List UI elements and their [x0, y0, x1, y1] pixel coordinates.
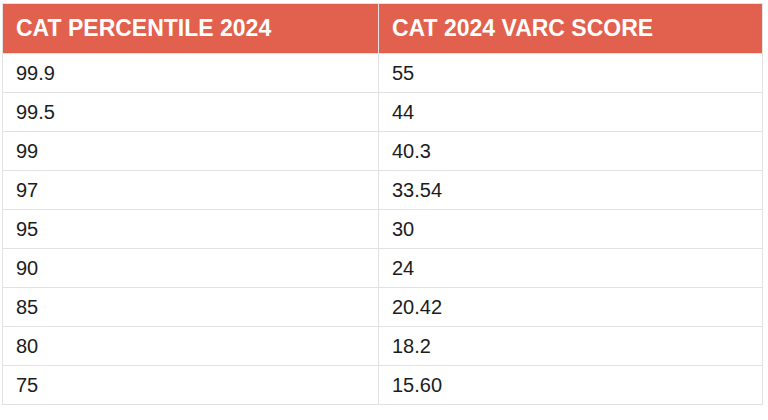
- table-cell: 40.3: [379, 132, 763, 171]
- table-row: 8018.2: [3, 327, 763, 366]
- table-cell: 99.9: [3, 54, 379, 93]
- table-cell: 44: [379, 93, 763, 132]
- table-row: 9024: [3, 249, 763, 288]
- header-varc-score: CAT 2024 VARC SCORE: [379, 4, 763, 54]
- table-cell: 15.60: [379, 366, 763, 405]
- table-cell: 99: [3, 132, 379, 171]
- table-cell: 97: [3, 171, 379, 210]
- table-row: 9940.3: [3, 132, 763, 171]
- table-row: 8520.42: [3, 288, 763, 327]
- table-cell: 20.42: [379, 288, 763, 327]
- cat-varc-score-table: CAT PERCENTILE 2024 CAT 2024 VARC SCORE …: [2, 3, 763, 405]
- table-cell: 30: [379, 210, 763, 249]
- table-header: CAT PERCENTILE 2024 CAT 2024 VARC SCORE: [3, 4, 763, 54]
- table-cell: 55: [379, 54, 763, 93]
- table-row: 99.955: [3, 54, 763, 93]
- table-row: 9530: [3, 210, 763, 249]
- table-row: 7515.60: [3, 366, 763, 405]
- score-table-container: CAT PERCENTILE 2024 CAT 2024 VARC SCORE …: [2, 3, 762, 405]
- table-cell: 85: [3, 288, 379, 327]
- table-row: 99.544: [3, 93, 763, 132]
- table-row: 9733.54: [3, 171, 763, 210]
- table-cell: 24: [379, 249, 763, 288]
- table-body: 99.95599.5449940.39733.54953090248520.42…: [3, 54, 763, 405]
- table-cell: 18.2: [379, 327, 763, 366]
- table-cell: 99.5: [3, 93, 379, 132]
- table-header-row: CAT PERCENTILE 2024 CAT 2024 VARC SCORE: [3, 4, 763, 54]
- header-cat-percentile: CAT PERCENTILE 2024: [3, 4, 379, 54]
- table-cell: 75: [3, 366, 379, 405]
- table-cell: 90: [3, 249, 379, 288]
- table-cell: 33.54: [379, 171, 763, 210]
- table-cell: 80: [3, 327, 379, 366]
- table-cell: 95: [3, 210, 379, 249]
